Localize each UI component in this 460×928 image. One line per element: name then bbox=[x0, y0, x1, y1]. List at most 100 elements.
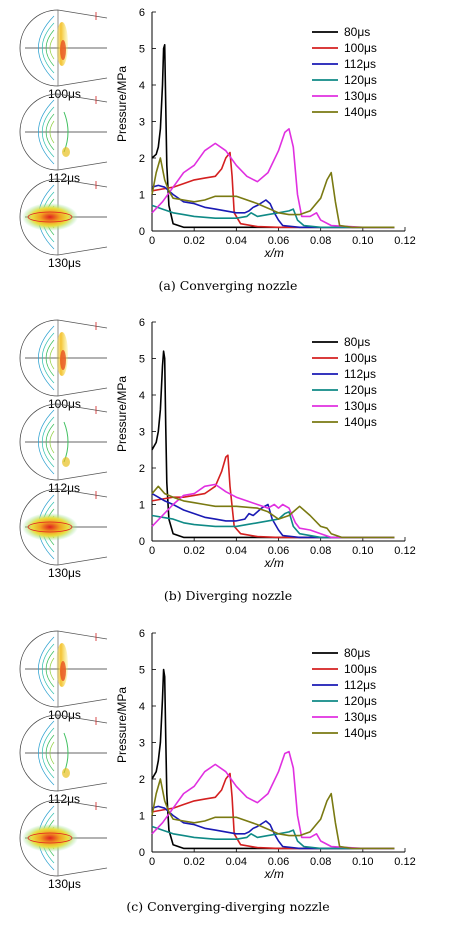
chamber-outline bbox=[19, 630, 59, 708]
x-tick-label: 0.08 bbox=[310, 856, 331, 868]
contour-line bbox=[45, 113, 55, 151]
x-tick-label: 0.04 bbox=[226, 235, 247, 247]
x-axis-label: x/m bbox=[264, 556, 284, 570]
y-tick-label: 0 bbox=[139, 536, 145, 548]
y-tick-label: 0 bbox=[139, 847, 145, 859]
x-tick-label: 0.10 bbox=[352, 235, 373, 247]
contour-snapshot: 130μs bbox=[19, 799, 108, 891]
contour-line bbox=[45, 339, 55, 377]
contour-line bbox=[41, 643, 55, 695]
chamber-outline bbox=[19, 799, 59, 877]
x-tick-label: 0.10 bbox=[352, 545, 373, 557]
nozzle-wall bbox=[57, 387, 108, 397]
contour-line bbox=[45, 423, 55, 461]
x-tick-label: 0.02 bbox=[183, 856, 204, 868]
pressure-core bbox=[22, 203, 78, 231]
x-tick-label: 0.02 bbox=[183, 235, 204, 247]
y-axis-label: Pressure/MPa bbox=[115, 687, 129, 763]
contour-snapshot: 100μs bbox=[19, 630, 108, 722]
nozzle-wall bbox=[57, 403, 108, 413]
nozzle-wall bbox=[57, 799, 108, 809]
legend-label: 140μs bbox=[344, 726, 377, 740]
nozzle-wall bbox=[57, 488, 108, 498]
chamber-outline bbox=[19, 9, 59, 87]
legend-label: 130μs bbox=[344, 89, 377, 103]
y-tick-label: 1 bbox=[139, 811, 145, 823]
snapshot-time-label: 130μs bbox=[48, 566, 81, 580]
series-line-3 bbox=[151, 204, 395, 229]
legend-label: 112μs bbox=[344, 678, 376, 692]
contour-line bbox=[45, 734, 55, 772]
contour-line bbox=[49, 120, 55, 144]
chamber-outline bbox=[19, 488, 59, 566]
series-line-1 bbox=[151, 454, 395, 539]
x-tick-label: 0.08 bbox=[310, 545, 331, 557]
chamber-outline bbox=[19, 319, 59, 397]
legend-label: 130μs bbox=[344, 710, 377, 724]
nozzle-wall bbox=[57, 319, 108, 329]
legend-label: 120μs bbox=[344, 383, 377, 397]
y-tick-label: 2 bbox=[139, 153, 145, 165]
series-line-1 bbox=[151, 772, 395, 850]
contour-line bbox=[49, 657, 55, 681]
series-line-4 bbox=[151, 128, 395, 229]
x-tick-label: 0.06 bbox=[268, 856, 289, 868]
nozzle-wall bbox=[57, 698, 108, 708]
x-tick-label: 0.12 bbox=[394, 235, 415, 247]
contour-line bbox=[49, 430, 55, 454]
snapshot-time-label: 130μs bbox=[48, 256, 81, 270]
contour-snapshot: 130μs bbox=[19, 488, 108, 580]
contour-line bbox=[38, 409, 55, 475]
y-tick-label: 1 bbox=[139, 190, 145, 202]
legend-label: 120μs bbox=[344, 694, 377, 708]
nozzle-wall bbox=[57, 178, 108, 188]
y-tick-label: 6 bbox=[139, 628, 145, 640]
contour-line bbox=[41, 106, 55, 158]
y-tick-label: 3 bbox=[139, 117, 145, 129]
contour-line bbox=[27, 211, 73, 223]
legend-label: 80μs bbox=[344, 25, 370, 39]
series-line-2 bbox=[151, 805, 395, 850]
contour-line bbox=[41, 22, 55, 74]
contour-line bbox=[38, 15, 55, 81]
series-line-3 bbox=[151, 511, 395, 539]
contour-line bbox=[38, 720, 55, 786]
nozzle-wall bbox=[57, 93, 108, 103]
y-tick-label: 3 bbox=[139, 427, 145, 439]
x-tick-label: 0.12 bbox=[394, 545, 415, 557]
x-axis-label: x/m bbox=[264, 867, 284, 881]
chamber-outline bbox=[19, 178, 59, 256]
x-tick-label: 0.08 bbox=[310, 235, 331, 247]
nozzle-wall bbox=[57, 630, 108, 640]
contour-snapshot: 100μs bbox=[19, 319, 108, 411]
contour-snapshot: 112μs bbox=[19, 403, 108, 495]
nozzle-wall bbox=[57, 246, 108, 256]
chamber-outline bbox=[19, 403, 59, 481]
y-tick-label: 5 bbox=[139, 665, 145, 677]
y-axis-label: Pressure/MPa bbox=[115, 376, 129, 452]
y-tick-label: 6 bbox=[139, 317, 145, 329]
series-line-5 bbox=[151, 778, 395, 850]
series-line-4 bbox=[151, 750, 395, 850]
legend-label: 100μs bbox=[344, 351, 377, 365]
legend-label: 120μs bbox=[344, 73, 377, 87]
y-tick-label: 5 bbox=[139, 354, 145, 366]
contour-line bbox=[41, 416, 55, 468]
y-tick-label: 0 bbox=[139, 226, 145, 238]
contour-line bbox=[38, 636, 55, 702]
nozzle-wall bbox=[57, 161, 108, 171]
x-axis-label: x/m bbox=[264, 246, 284, 260]
contour-line bbox=[45, 29, 55, 67]
contour-line bbox=[38, 325, 55, 391]
series-line-1 bbox=[151, 151, 395, 229]
nozzle-wall bbox=[57, 867, 108, 877]
x-tick-label: 0.06 bbox=[268, 545, 289, 557]
x-tick-label: 0.12 bbox=[394, 856, 415, 868]
y-tick-label: 4 bbox=[139, 390, 145, 402]
contour-line bbox=[49, 346, 55, 370]
x-tick-label: 0.10 bbox=[352, 856, 373, 868]
legend-label: 112μs bbox=[344, 367, 376, 381]
chamber-outline bbox=[19, 93, 59, 171]
contour-line bbox=[49, 36, 55, 60]
